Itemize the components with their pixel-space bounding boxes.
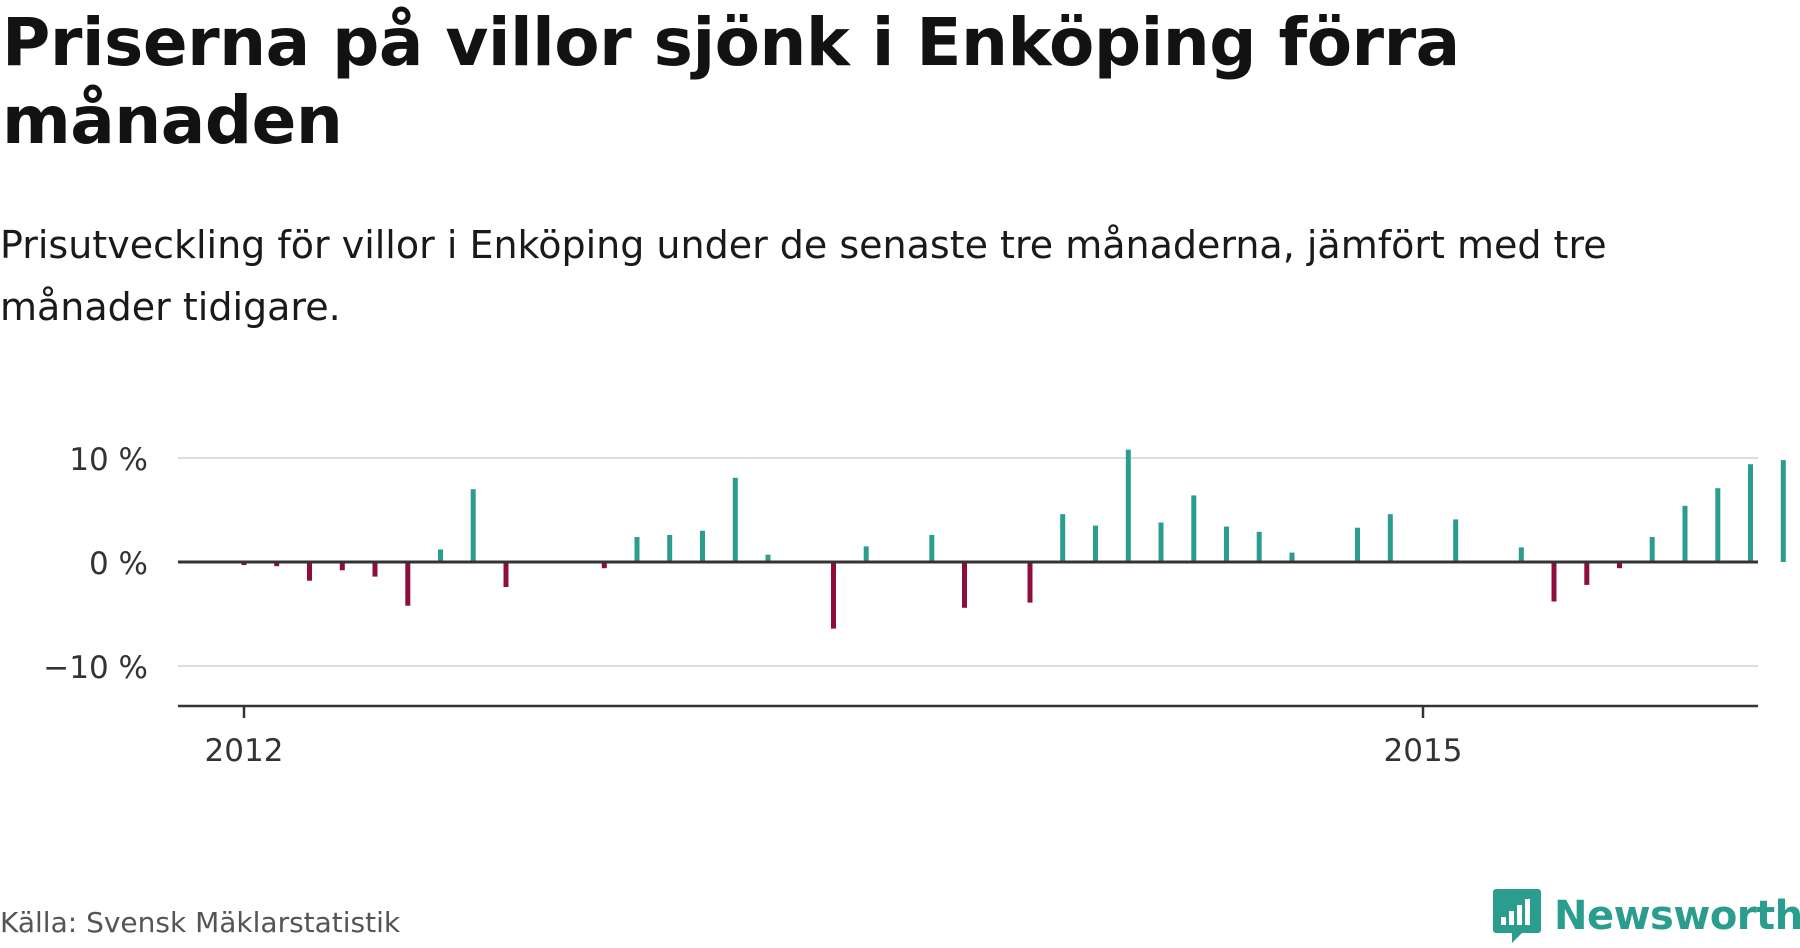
bar [405, 562, 411, 606]
bar [1748, 464, 1753, 562]
bar-chart: 10 %0 %−10 % 20122015201820212023 −8 % [43, 442, 1786, 769]
bar-chart-speech-bubble-icon [1493, 889, 1541, 943]
bar [307, 562, 312, 581]
bar [1158, 522, 1164, 562]
bar [1682, 505, 1688, 562]
y-axis-ticks: 10 % 0 % −10 % [43, 442, 148, 686]
source-note: Källa: Svensk Mäklarstatistik [0, 906, 401, 939]
x-tick-label: 2015 [1384, 733, 1463, 769]
bar [1617, 562, 1622, 569]
bar [700, 530, 705, 562]
bar [1584, 562, 1590, 585]
chart-subtitle: Prisutveckling för villor i Enköping und… [0, 223, 1607, 329]
bar [1256, 531, 1262, 562]
bar [1060, 514, 1066, 562]
bar [1649, 537, 1655, 562]
bar [667, 535, 673, 562]
bar [372, 562, 378, 577]
bar [765, 554, 771, 562]
bar [1715, 488, 1721, 562]
x-tick-label: 2012 [205, 733, 284, 769]
bar [1125, 449, 1131, 562]
y-tick-label: 0 % [89, 546, 148, 582]
y-tick-label: 10 % [69, 442, 148, 478]
bar [1387, 514, 1393, 562]
bar [503, 562, 509, 587]
bar [831, 562, 836, 629]
bar [241, 562, 247, 566]
bar [1355, 527, 1360, 562]
bar [1780, 460, 1786, 562]
bar [634, 537, 640, 562]
bar [929, 535, 935, 562]
bar [1191, 495, 1197, 562]
bar [1224, 526, 1229, 562]
brand-logo: Newsworthy [1492, 886, 1800, 946]
bar [1518, 547, 1524, 562]
x-axis-ticks: 20122015201820212023 [205, 706, 1463, 769]
bar [1093, 525, 1098, 562]
brand-name: Newsworthy [1554, 893, 1800, 939]
bars [241, 449, 1786, 629]
bar [601, 562, 607, 569]
bar [1453, 519, 1459, 562]
bar [470, 489, 476, 562]
bar [1027, 562, 1033, 603]
chart-title: Priserna på villor sjönk i Enköping förr… [2, 4, 1460, 159]
bar [732, 477, 738, 562]
bar [1289, 552, 1295, 562]
y-tick-label: −10 % [43, 650, 148, 686]
bar [962, 562, 967, 608]
gridlines [178, 457, 1758, 667]
bar [438, 549, 443, 562]
bar [339, 562, 345, 571]
bar [274, 562, 280, 567]
bar [1551, 562, 1557, 602]
bar [863, 546, 869, 562]
